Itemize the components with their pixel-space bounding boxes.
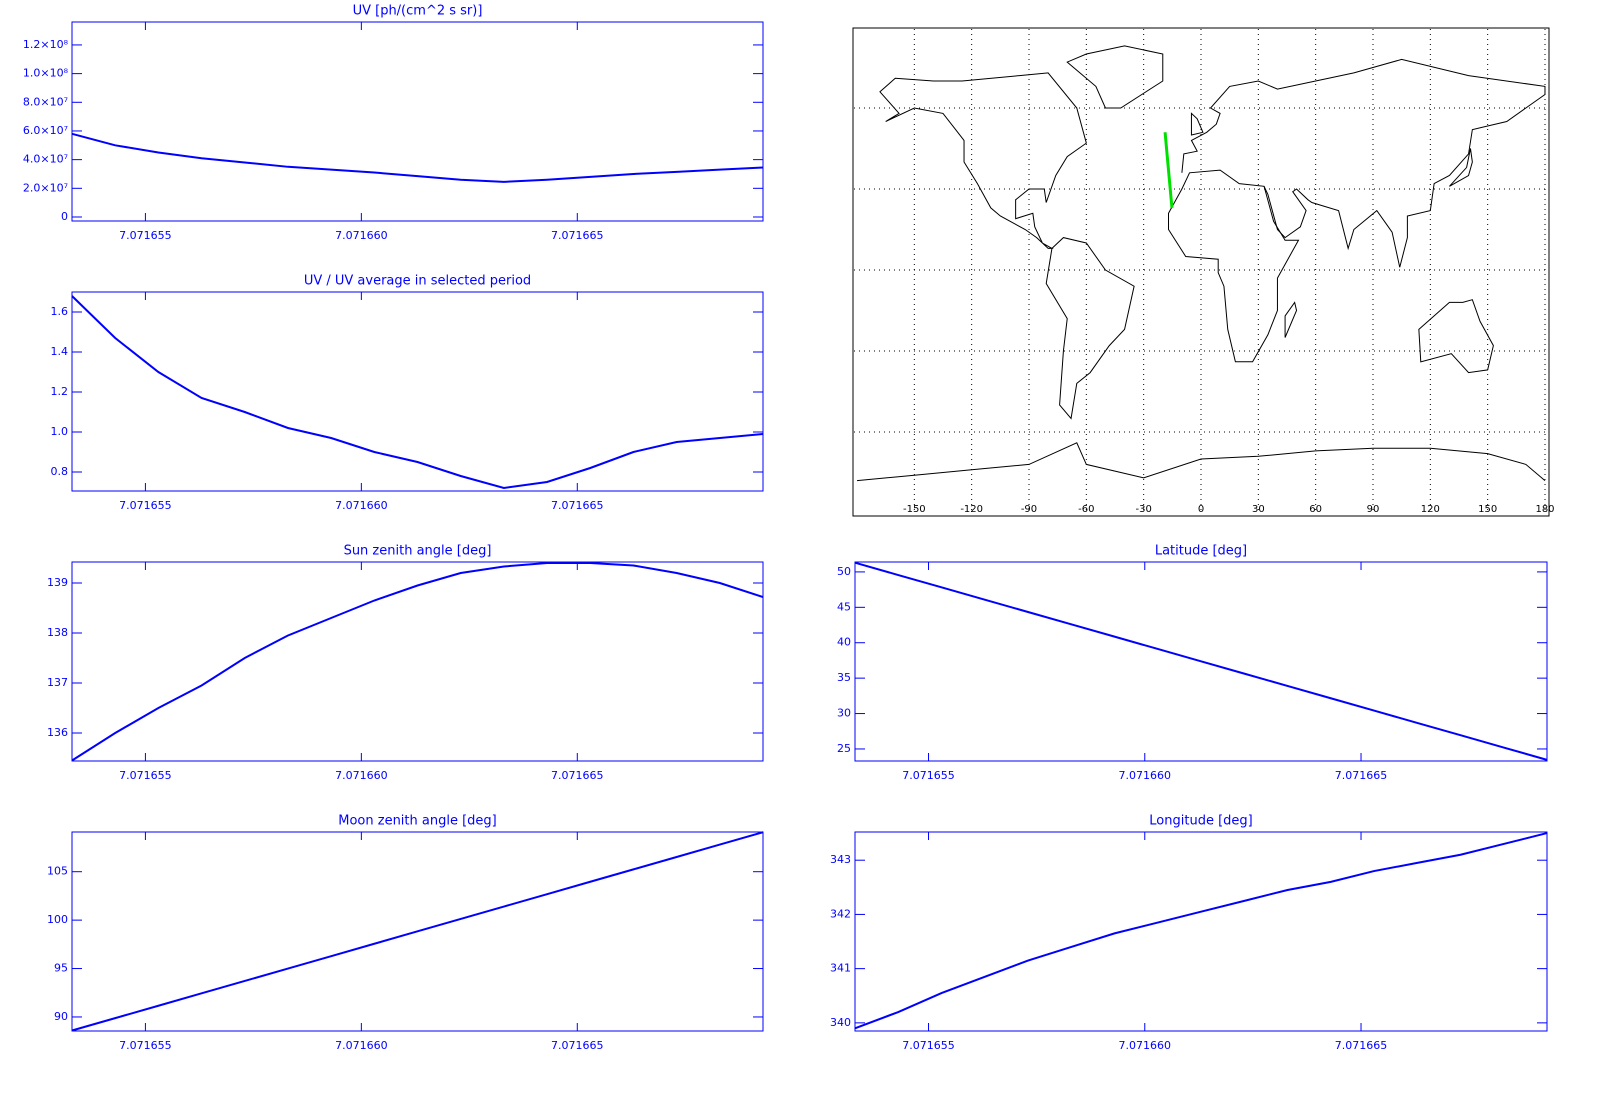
y-tick-label: 25: [837, 742, 851, 755]
x-tick-label: 150: [1478, 504, 1497, 515]
y-tick-label: 1.6: [51, 305, 69, 318]
x-tick-label: -90: [1021, 504, 1037, 515]
x-tick-label: 180: [1535, 504, 1554, 515]
y-tick-label: 2.0×10⁷: [23, 181, 68, 194]
chart-title: Sun zenith angle [deg]: [344, 544, 492, 559]
x-tick-label: 7.071660: [335, 499, 388, 512]
x-tick-label: 7.071655: [119, 769, 172, 782]
y-tick-label: 341: [830, 962, 851, 975]
data-line: [854, 832, 1548, 1030]
y-tick-label: 8.0×10⁷: [23, 95, 68, 108]
chart-title: Latitude [deg]: [1155, 544, 1247, 559]
y-tick-label: 137: [47, 676, 68, 689]
x-tick-label: -120: [960, 504, 983, 515]
plot-frame: [854, 831, 1548, 1032]
coast-madagascar: [1285, 302, 1296, 337]
plot-frame: [71, 561, 764, 762]
coastlines: [857, 46, 1545, 481]
coast-greenland: [1067, 46, 1163, 108]
x-tick-label: 7.071655: [119, 499, 172, 512]
y-tick-label: 0.8: [51, 465, 69, 478]
x-tick-label: 0: [1198, 504, 1204, 515]
data-line: [71, 831, 764, 1032]
y-tick-label: 30: [837, 707, 851, 720]
coast-north-america: [880, 73, 1086, 249]
chart-title: UV [ph/(cm^2 s sr)]: [353, 4, 483, 19]
x-tick-label: 7.071655: [902, 1039, 955, 1052]
chart-title: Moon zenith angle [deg]: [338, 814, 496, 829]
x-tick-label: 30: [1252, 504, 1265, 515]
x-tick-label: 7.071655: [119, 229, 172, 242]
data-line: [71, 562, 764, 762]
x-tick-label: 7.071660: [335, 1039, 388, 1052]
x-tick-label: 7.071665: [551, 1039, 604, 1052]
ground-track: [1163, 132, 1174, 209]
data-line: [71, 295, 764, 490]
y-tick-label: 90: [54, 1010, 68, 1023]
coast-australia: [1419, 300, 1494, 373]
y-tick-label: 1.0: [51, 425, 69, 438]
chart-title: Longitude [deg]: [1149, 814, 1252, 829]
x-tick-label: 90: [1367, 504, 1380, 515]
x-tick-label: 7.071655: [902, 769, 955, 782]
x-tick-label: 7.071660: [1119, 1039, 1172, 1052]
plot-frame: [71, 21, 764, 222]
y-tick-label: 40: [837, 636, 851, 649]
x-tick-label: 7.071665: [1335, 1039, 1388, 1052]
x-tick-label: -60: [1078, 504, 1094, 515]
y-tick-label: 50: [837, 565, 851, 578]
x-tick-label: 7.071665: [551, 499, 604, 512]
y-tick-label: 1.2×10⁸: [23, 38, 69, 51]
y-tick-label: 342: [830, 907, 851, 920]
chart-title: UV / UV average in selected period: [304, 274, 531, 289]
coast-africa: [1169, 170, 1299, 362]
y-tick-label: 35: [837, 671, 851, 684]
plot-frame: [71, 831, 764, 1032]
y-tick-label: 136: [47, 726, 68, 739]
data-line: [854, 561, 1548, 761]
x-tick-label: -150: [903, 504, 926, 515]
x-tick-label: -30: [1135, 504, 1151, 515]
y-tick-label: 100: [47, 913, 68, 926]
y-tick-label: 1.2: [51, 385, 69, 398]
y-tick-label: 45: [837, 600, 851, 613]
x-tick-label: 7.071660: [335, 769, 388, 782]
y-tick-label: 105: [47, 865, 68, 878]
y-tick-label: 4.0×10⁷: [23, 153, 68, 166]
x-tick-label: 60: [1309, 504, 1322, 515]
x-tick-label: 7.071660: [335, 229, 388, 242]
x-tick-label: 120: [1421, 504, 1440, 515]
y-tick-label: 340: [830, 1016, 851, 1029]
coast-eurasia: [1182, 59, 1545, 267]
x-tick-label: 7.071665: [1335, 769, 1388, 782]
coast-south-america: [1046, 238, 1134, 419]
x-tick-label: 7.071655: [119, 1039, 172, 1052]
y-tick-label: 343: [830, 853, 851, 866]
y-tick-label: 138: [47, 626, 68, 639]
y-tick-label: 0: [61, 210, 68, 223]
x-tick-label: 7.071665: [551, 229, 604, 242]
y-tick-label: 95: [54, 962, 68, 975]
coast-britain: [1191, 113, 1202, 135]
map-frame: [852, 27, 1550, 517]
y-tick-label: 1.0×10⁸: [23, 67, 69, 80]
x-tick-label: 7.071665: [551, 769, 604, 782]
y-tick-label: 139: [47, 576, 68, 589]
coast-japan: [1449, 149, 1472, 187]
y-tick-label: 1.4: [51, 345, 69, 358]
data-line: [71, 132, 764, 183]
plot-frame: [854, 561, 1548, 762]
y-tick-label: 6.0×10⁷: [23, 124, 68, 137]
x-tick-label: 7.071660: [1119, 769, 1172, 782]
